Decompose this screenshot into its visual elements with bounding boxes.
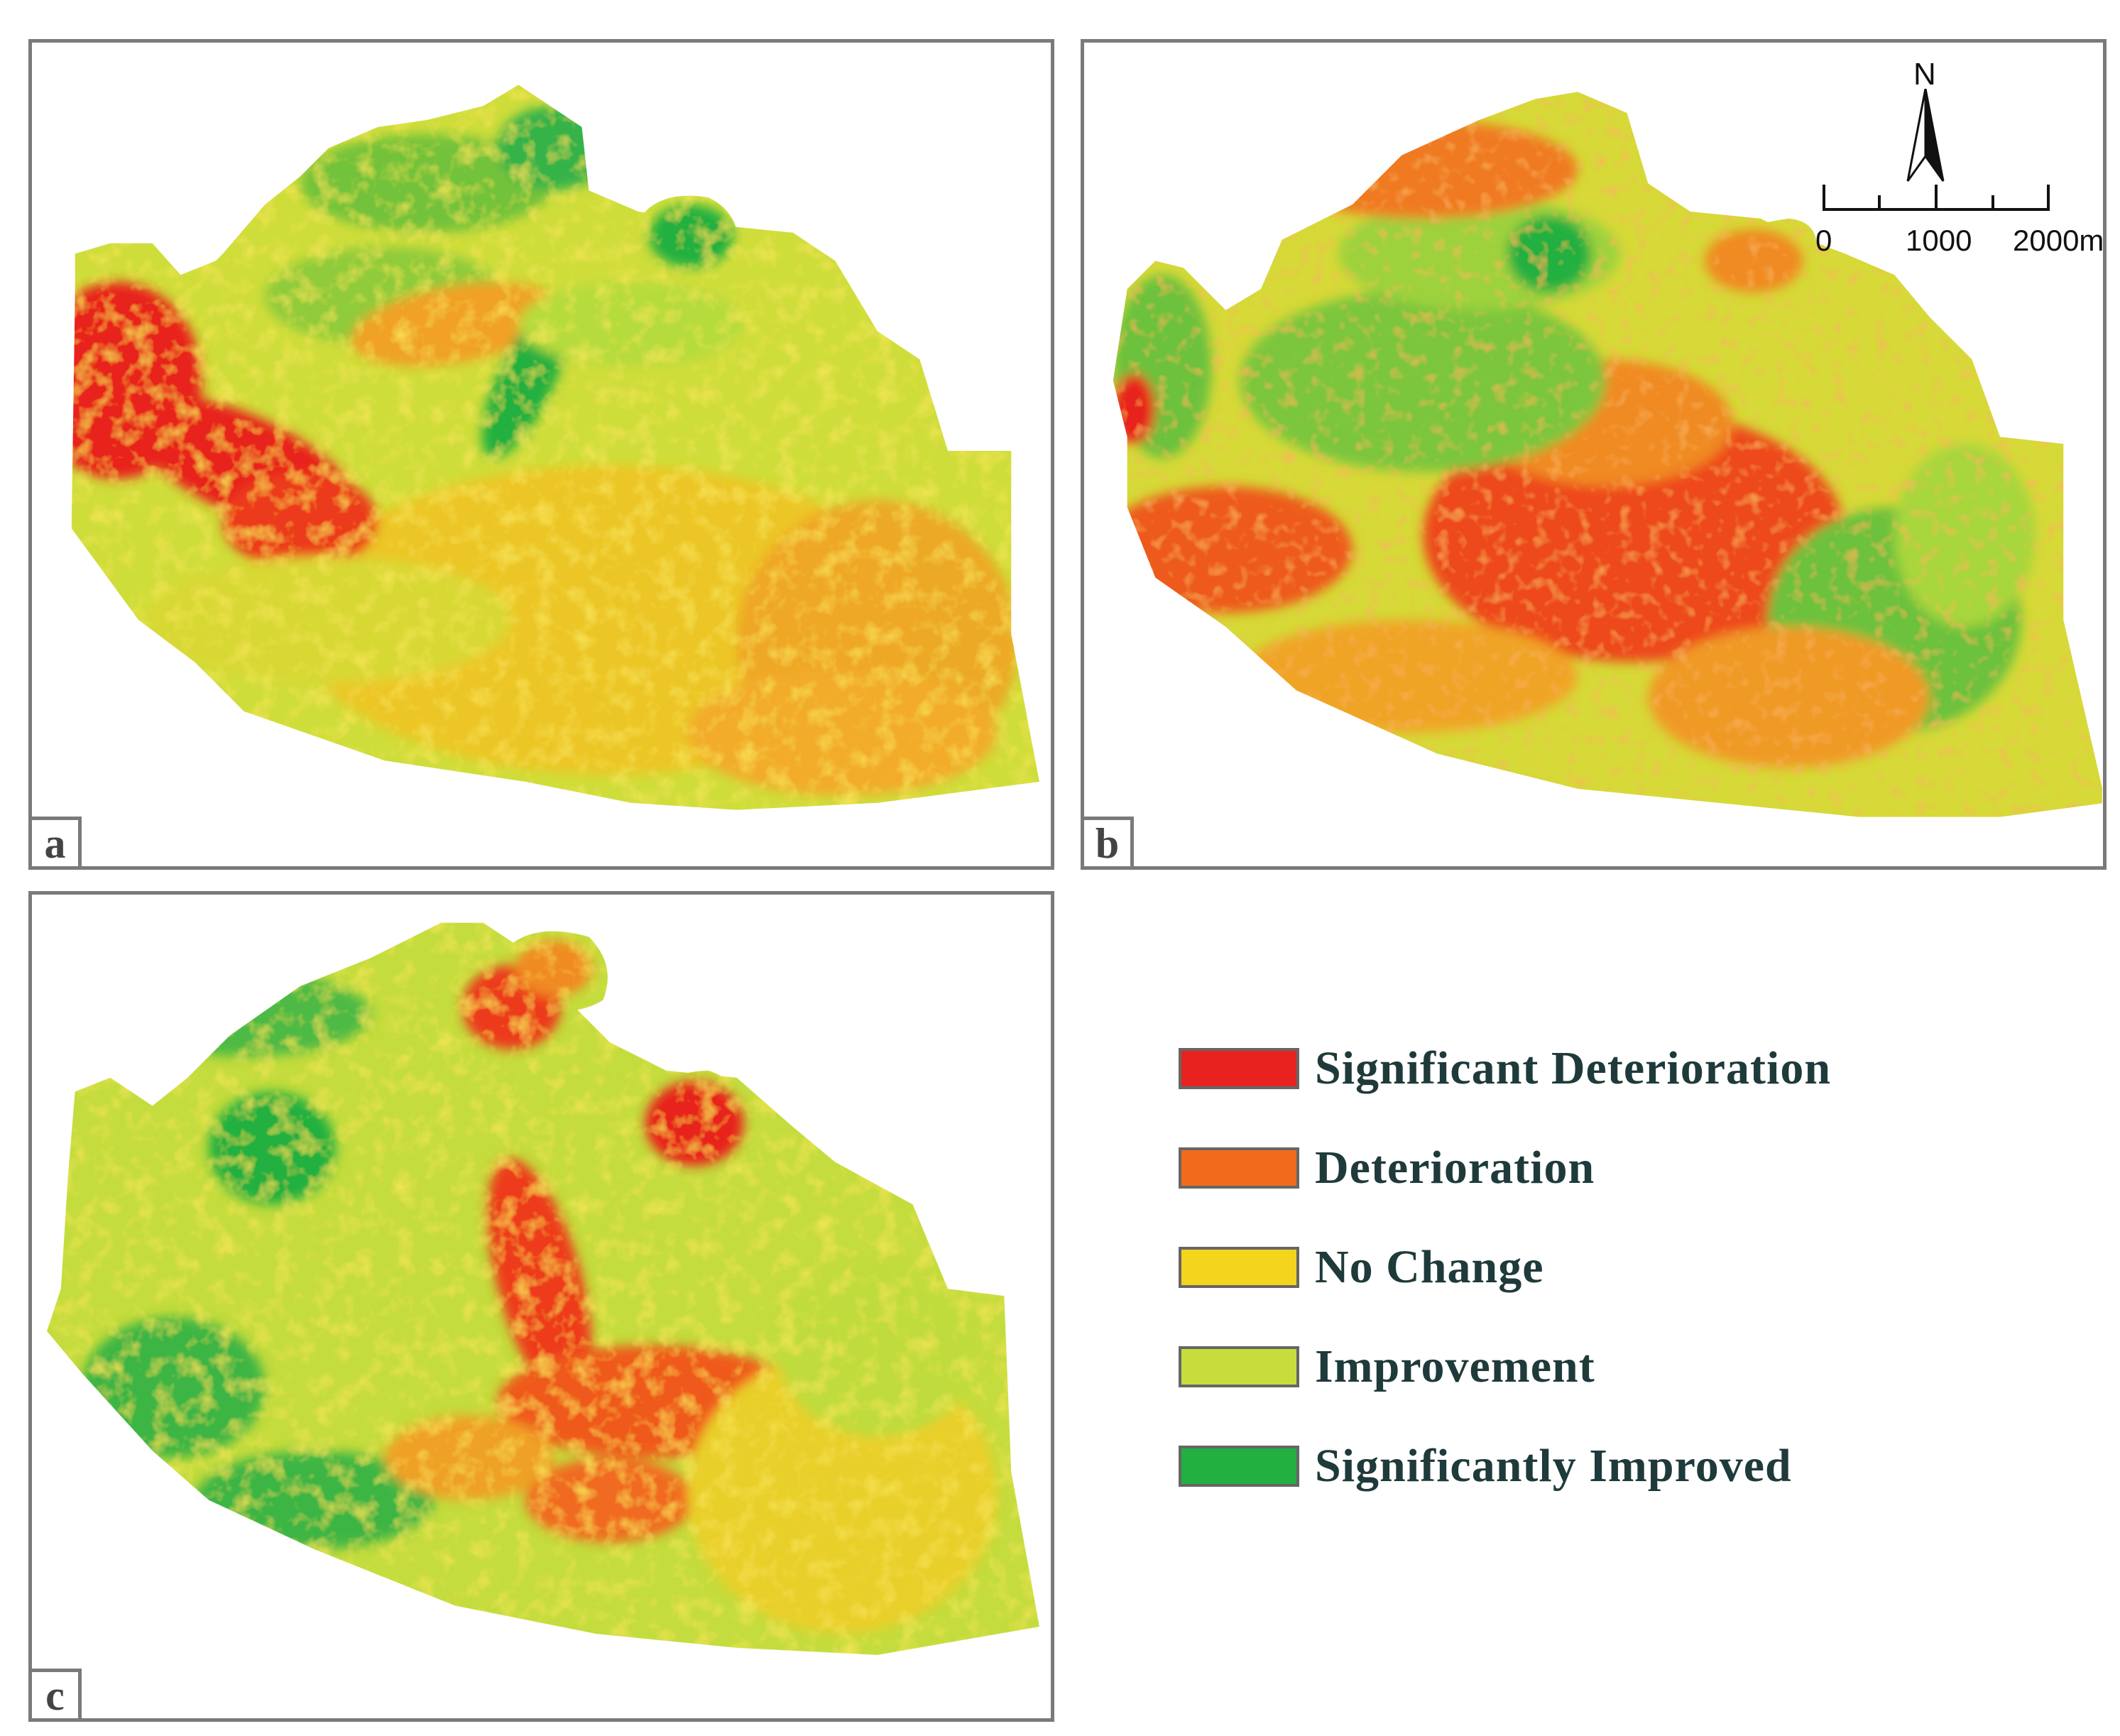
panel-label-a: a xyxy=(32,817,82,866)
scale-label-2000m: 2000m xyxy=(2013,224,2104,257)
legend-swatch xyxy=(1179,1147,1299,1189)
map-panel-a: a xyxy=(28,39,1054,870)
legend-item-significantly-improved: Significantly Improved xyxy=(1179,1440,1792,1492)
legend-label: Significant Deterioration xyxy=(1315,1042,1832,1094)
scale-label-1000: 1000 xyxy=(1906,224,1972,257)
legend-item-deterioration: Deterioration xyxy=(1179,1142,1595,1194)
scale-label-0: 0 xyxy=(1815,224,1832,257)
legend-label: Improvement xyxy=(1315,1341,1595,1392)
legend-label: Deterioration xyxy=(1315,1142,1595,1194)
map-c xyxy=(47,922,1039,1655)
legend-item-improvement: Improvement xyxy=(1179,1341,1595,1392)
legend-label: No Change xyxy=(1315,1241,1544,1293)
legend-swatch xyxy=(1179,1048,1299,1089)
north-arrow: N xyxy=(1894,57,1957,185)
legend-swatch xyxy=(1179,1346,1299,1387)
panel-label-b: b xyxy=(1084,817,1134,866)
north-letter: N xyxy=(1913,57,1936,92)
legend-item-no-change: No Change xyxy=(1179,1241,1544,1293)
scale-bar-line xyxy=(1823,185,2050,211)
map-b xyxy=(1113,92,2102,817)
legend-label: Significantly Improved xyxy=(1315,1440,1792,1492)
panel-label-c: c xyxy=(32,1669,82,1718)
map-panel-b: b N 0 1000 2000m xyxy=(1081,39,2107,870)
map-a xyxy=(71,84,1039,810)
legend-swatch xyxy=(1179,1247,1299,1288)
north-arrow-icon xyxy=(1906,89,1945,182)
map-panel-c: c xyxy=(28,891,1054,1722)
legend-item-significant-deterioration: Significant Deterioration xyxy=(1179,1042,1832,1094)
legend-swatch xyxy=(1179,1446,1299,1487)
scale-bar: 0 1000 2000m xyxy=(1812,181,2104,266)
